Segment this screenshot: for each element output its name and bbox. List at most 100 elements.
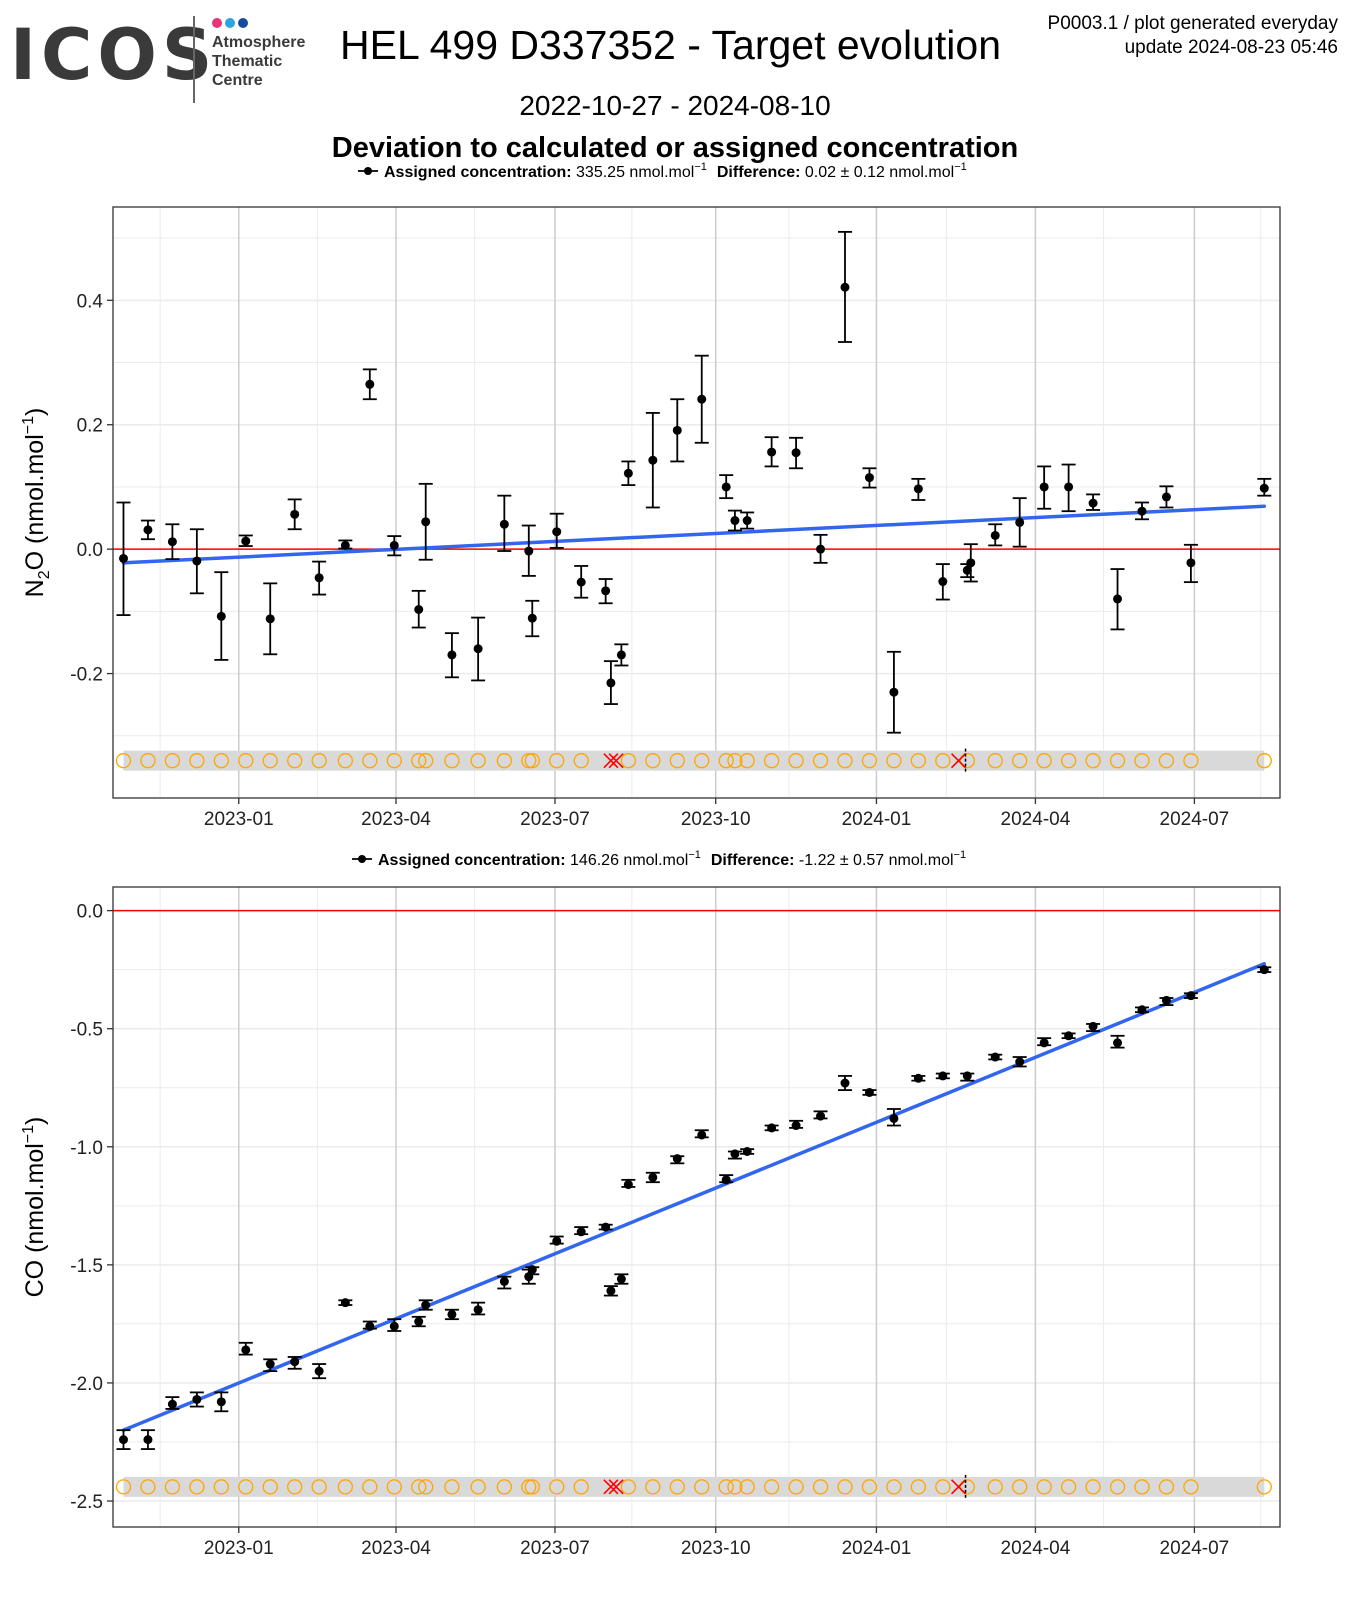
legend-diff-value: 0.02 ± 0.12 nmol.mol: [805, 164, 954, 181]
point-marker: [241, 1345, 251, 1355]
point-marker: [767, 1123, 777, 1133]
data-point: [886, 650, 901, 734]
data-point: [935, 563, 950, 601]
y-label-close: ): [21, 1117, 49, 1125]
data-point: [1183, 543, 1198, 584]
data-point: [1134, 1005, 1149, 1015]
logo-dot-pink: [212, 18, 222, 28]
point-marker: [118, 1435, 128, 1445]
status-circle: [362, 1479, 378, 1495]
data-point: [549, 512, 564, 549]
legend-text: Assigned concentration: 335.25 nmol.mol−…: [384, 161, 967, 181]
status-cross-stroke: [950, 753, 967, 769]
point-marker: [499, 519, 509, 529]
point-marker: [1161, 995, 1171, 1005]
data-point: [911, 1073, 926, 1083]
point-marker: [1088, 1021, 1098, 1031]
y-label-close: ): [21, 408, 49, 416]
data-point: [764, 1123, 779, 1133]
data-point: [263, 582, 278, 656]
status-circle: [935, 753, 951, 769]
point-marker: [473, 644, 483, 654]
y-tick-label: -0.2: [70, 665, 103, 686]
logo-sub-line-3: Centre: [212, 72, 263, 89]
status-circle: [812, 753, 829, 769]
data-point: [1037, 1037, 1052, 1048]
point-marker: [990, 530, 1000, 540]
status-circle: [886, 1479, 902, 1495]
point-marker: [623, 468, 633, 478]
status-circle: [524, 753, 540, 769]
status-circle: [521, 1479, 537, 1495]
status-circle: [1060, 753, 1077, 769]
status-circle: [549, 1479, 565, 1495]
chart-co: 0.0 -0.5 -1.0 -1.5 -2.0 -2.5 2023-01 2023-04 202…: [20, 849, 1281, 1559]
status-circle: [1256, 1479, 1272, 1495]
plot-frame: [112, 206, 1281, 799]
point-marker: [742, 516, 752, 526]
status-circle: [411, 753, 427, 769]
legend-assigned-label: Assigned concentration:: [378, 852, 570, 869]
point-marker: [742, 1147, 752, 1157]
legend-diff-value: -1.22 ± 0.57 nmol.mol: [799, 852, 954, 869]
point-marker: [576, 577, 586, 587]
point-marker: [552, 527, 562, 537]
point-marker: [697, 394, 707, 404]
status-circle: [1012, 753, 1028, 769]
data-point: [574, 565, 589, 599]
status-circle: [886, 753, 902, 769]
status-circle: [386, 753, 402, 769]
point-marker: [962, 1071, 972, 1081]
data-point: [116, 501, 131, 617]
status-circle: [1085, 1479, 1101, 1495]
point-marker: [721, 1175, 731, 1185]
status-circle: [524, 1479, 540, 1495]
status-cross: [603, 1479, 619, 1495]
point-marker: [966, 558, 976, 568]
status-circle: [1256, 753, 1272, 769]
data-point: [740, 1147, 755, 1157]
point-marker: [527, 613, 537, 623]
data-point: [1012, 497, 1027, 548]
status-circle: [1183, 1479, 1199, 1495]
point-marker: [1039, 1038, 1049, 1048]
status-circle: [470, 1479, 486, 1495]
status-circle: [1158, 753, 1175, 769]
status-circle: [262, 753, 278, 769]
data-point: [988, 1052, 1003, 1062]
data-point: [387, 535, 402, 557]
data-point: [719, 474, 734, 500]
point-marker: [1259, 483, 1269, 493]
point-marker: [816, 1111, 826, 1121]
point-marker: [552, 1236, 562, 1246]
data-point: [1086, 493, 1101, 511]
status-circle: [1158, 1479, 1175, 1495]
point-marker: [265, 1359, 275, 1369]
logo-dots-icon: [212, 15, 251, 33]
status-circle: [262, 1479, 278, 1495]
x-tick-label: 2024-07: [1160, 1538, 1230, 1559]
status-circle: [694, 753, 710, 769]
data-point: [614, 643, 629, 667]
x-tick-label: 2023-10: [681, 809, 751, 830]
data-point: [214, 1391, 229, 1413]
icos-logo-text: ICOS: [10, 14, 218, 96]
point-marker: [767, 447, 777, 457]
point-marker: [389, 1321, 399, 1331]
legend-diff-label: Difference:: [711, 852, 799, 869]
data-point: [165, 1396, 180, 1410]
logo-sub-line-2: Thematic: [212, 53, 283, 70]
data-point: [598, 578, 613, 605]
status-circle: [573, 1479, 589, 1495]
point-marker: [192, 1394, 202, 1404]
y-label-main: CO: [21, 1260, 49, 1298]
plot-background: [113, 207, 1280, 798]
data-point: [862, 467, 877, 489]
update-timestamp: update 2024-08-23 05:46: [1124, 37, 1338, 58]
data-point: [813, 1110, 828, 1121]
status-circle: [1036, 1479, 1052, 1495]
data-point: [1110, 568, 1125, 631]
status-circle: [620, 753, 637, 769]
data-point: [1159, 995, 1174, 1006]
status-circle: [727, 1479, 743, 1495]
